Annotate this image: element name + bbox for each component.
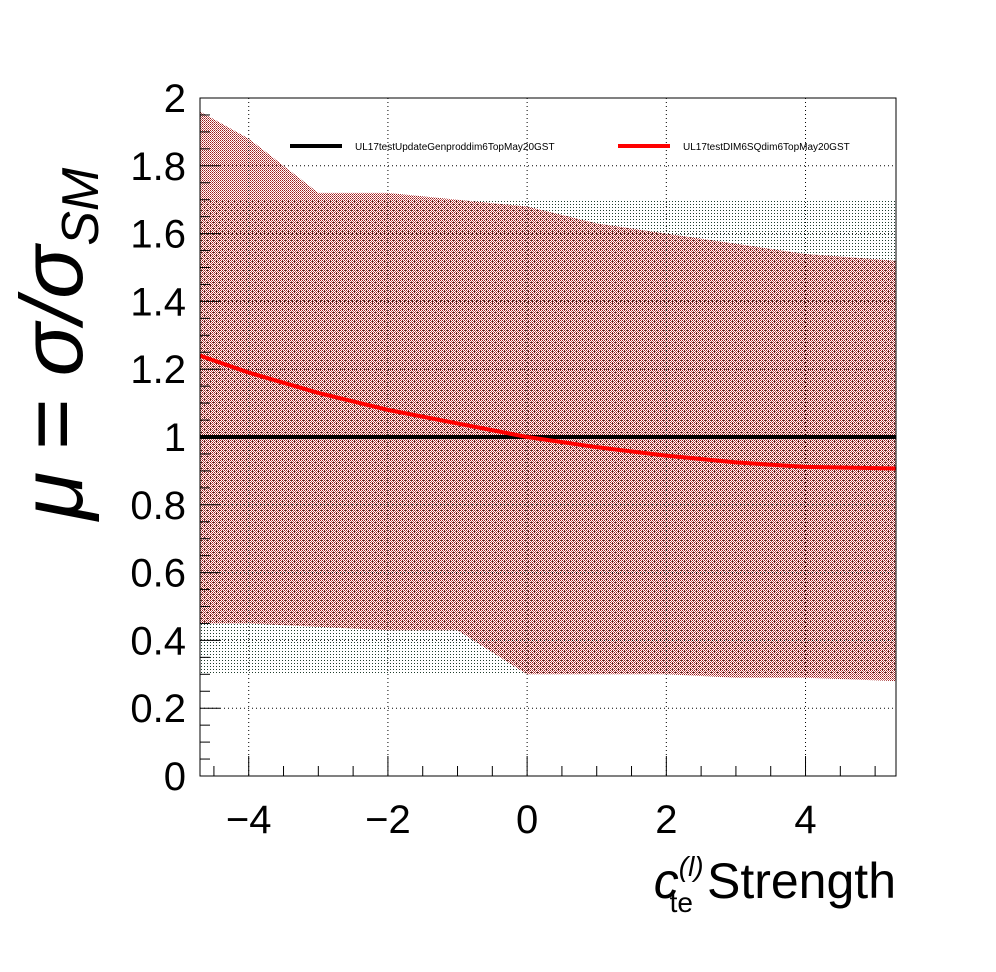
- y-axis-equals: =: [2, 398, 101, 449]
- y-axis-mu: μ: [2, 472, 101, 522]
- x-axis-title: c(l) te Strength: [654, 851, 896, 918]
- y-axis-title: μ=σ/σSM: [2, 167, 110, 522]
- legend-label: UL17testUpdateGenproddim6TopMay20GST: [355, 142, 555, 153]
- x-tick-labels: −4 −2 0 2 4: [226, 798, 817, 842]
- legend-label: UL17testDIM6SQdim6TopMay20GST: [683, 142, 850, 153]
- y-tick-label: 1.8: [130, 145, 186, 189]
- x-axis-symbol: c: [654, 853, 679, 909]
- x-tick-label: −2: [365, 798, 411, 842]
- x-axis-superscript: (l): [679, 851, 704, 882]
- band-UL17testDIM6SQdim6TopMay20GST: [200, 111, 896, 682]
- legend: UL17testUpdateGenproddim6TopMay20GST UL17…: [290, 142, 850, 153]
- y-axis-subscript: SM: [52, 167, 110, 246]
- x-tick-label: 2: [655, 798, 677, 842]
- series-lines: [200, 353, 896, 471]
- y-tick-label: 0: [164, 755, 186, 799]
- y-tick-label: 2: [164, 77, 186, 121]
- series-line-UL17testDIM6SQdim6TopMay20GST: [200, 353, 896, 471]
- x-tick-label: 0: [516, 798, 538, 842]
- y-tick-label: 0.6: [130, 552, 186, 596]
- y-tick-label: 1.6: [130, 213, 186, 257]
- y-tick-label: 0.2: [130, 687, 186, 731]
- y-tick-label: 1.4: [130, 280, 186, 324]
- y-tick-label: 0.8: [130, 484, 186, 528]
- y-tick-label: 1: [164, 416, 186, 460]
- axis-ticks: [200, 97, 876, 777]
- y-tick-label: 0.4: [130, 619, 186, 663]
- y-tick-labels: 0 0.2 0.4 0.6 0.8 1 1.2 1.4 1.6 1.8 2: [130, 77, 186, 799]
- y-tick-label: 1.2: [130, 348, 186, 392]
- error-bands: [200, 111, 896, 682]
- y-axis-sigma-sm: σ: [2, 243, 101, 299]
- x-tick-label: −4: [226, 798, 272, 842]
- x-tick-label: 4: [794, 798, 816, 842]
- y-axis-sigma: σ: [2, 320, 101, 376]
- x-axis-text: Strength: [707, 853, 896, 909]
- x-axis-subscript: te: [670, 887, 693, 918]
